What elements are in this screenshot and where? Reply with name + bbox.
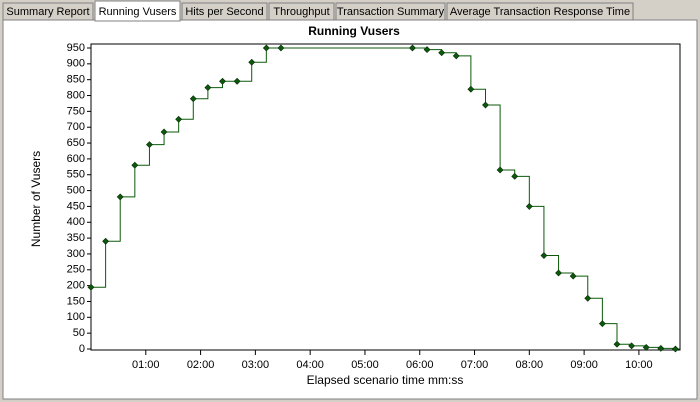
y-tick-label: 500 [67,184,85,196]
y-tick-label: 50 [73,327,85,339]
data-point [204,84,212,92]
y-tick-label: 850 [67,74,85,86]
data-point [482,101,489,109]
y-tick-label: 600 [67,153,85,165]
x-tick-label: 10:00 [625,359,653,371]
tab[interactable]: Average Transaction Response Time [446,2,634,21]
tab-label[interactable]: Running Vusers [99,6,177,18]
data-point [584,294,592,302]
y-tick-label: 250 [67,264,85,276]
x-tick-label: 09:00 [570,359,598,371]
tab[interactable]: Hits per Second [181,2,268,21]
x-tick-label: 07:00 [461,359,489,371]
data-point [613,340,621,348]
data-point [131,161,139,169]
x-tick-label: 02:00 [187,359,215,371]
tab-background[interactable] [2,2,94,21]
data-point [189,95,197,103]
y-tick-label: 150 [67,295,85,307]
y-tick-label: 350 [67,232,85,244]
data-point [496,166,504,174]
y-tick-label: 650 [67,137,85,149]
data-point [87,283,95,291]
y-tick-label: 750 [67,105,85,117]
tab[interactable]: Transaction Summary [335,2,446,21]
y-tick-label: 0 [79,343,85,355]
data-point [628,342,636,350]
tab-background[interactable] [335,2,446,21]
data-point [555,269,562,277]
tab-label[interactable]: Summary Report [6,6,89,18]
plot-area: 0 50 100 150 200 250 300 350 400 450 500 550 600 650 7… [67,42,681,371]
data-point [160,128,168,136]
x-tick-label: 03:00 [242,359,270,371]
data-point [657,344,665,352]
y-tick-label: 200 [67,280,85,292]
data-point [452,52,460,60]
y-tick-label: 950 [67,42,85,54]
tab-label[interactable]: Transaction Summary [337,6,445,18]
y-axis-label: Number of Vusers [29,151,43,247]
y-tick-label: 100 [67,311,85,323]
y-tick-label: 700 [67,121,85,133]
x-tick-label: 06:00 [406,359,434,371]
x-tick-label: 05:00 [351,359,379,371]
data-point [233,77,241,85]
y-tick-label: 300 [67,248,85,260]
tab-background[interactable] [446,2,634,21]
tab-background[interactable] [94,0,181,22]
tab[interactable]: Throughput [268,2,335,21]
tab-bar: Summary Report Running Vusers Hits per Sec… [2,0,634,22]
chart-panel [2,19,698,400]
x-tick-label: 04:00 [296,359,324,371]
x-tick-label: 01:00 [132,359,160,371]
y-tick-label: 550 [67,169,85,181]
y-tick-label: 450 [67,200,85,212]
plot-frame [90,43,681,351]
data-point [409,44,416,52]
data-point [102,237,110,245]
data-point [116,193,124,201]
data-point [175,115,183,123]
data-point [569,272,577,280]
data-point [438,49,446,57]
tab[interactable]: Running Vusers [94,0,181,22]
data-point [262,44,270,52]
data-point [146,141,153,149]
data-point [219,77,226,85]
tab-label[interactable]: Average Transaction Response Time [450,6,630,18]
data-point [672,345,679,353]
x-tick-label: 08:00 [516,359,544,371]
tab-background[interactable] [181,2,268,21]
data-point [277,44,285,52]
tab-background[interactable] [268,2,335,21]
data-point [248,58,256,66]
x-axis-label: Elapsed scenario time mm:ss [307,373,464,387]
data-point [525,202,533,210]
y-tick-label: 400 [67,216,85,228]
y-tick-label: 800 [67,89,85,101]
chart-title: Running Vusers [308,24,400,38]
data-point [598,320,606,328]
data-point [467,85,475,93]
tab-label[interactable]: Hits per Second [185,6,263,18]
tab-label[interactable]: Throughput [273,6,329,18]
data-point [642,343,650,351]
data-point [540,252,548,259]
y-tick-label: 900 [67,58,85,70]
data-point [423,46,431,54]
data-point [511,172,519,180]
tab[interactable]: Summary Report [2,2,94,21]
